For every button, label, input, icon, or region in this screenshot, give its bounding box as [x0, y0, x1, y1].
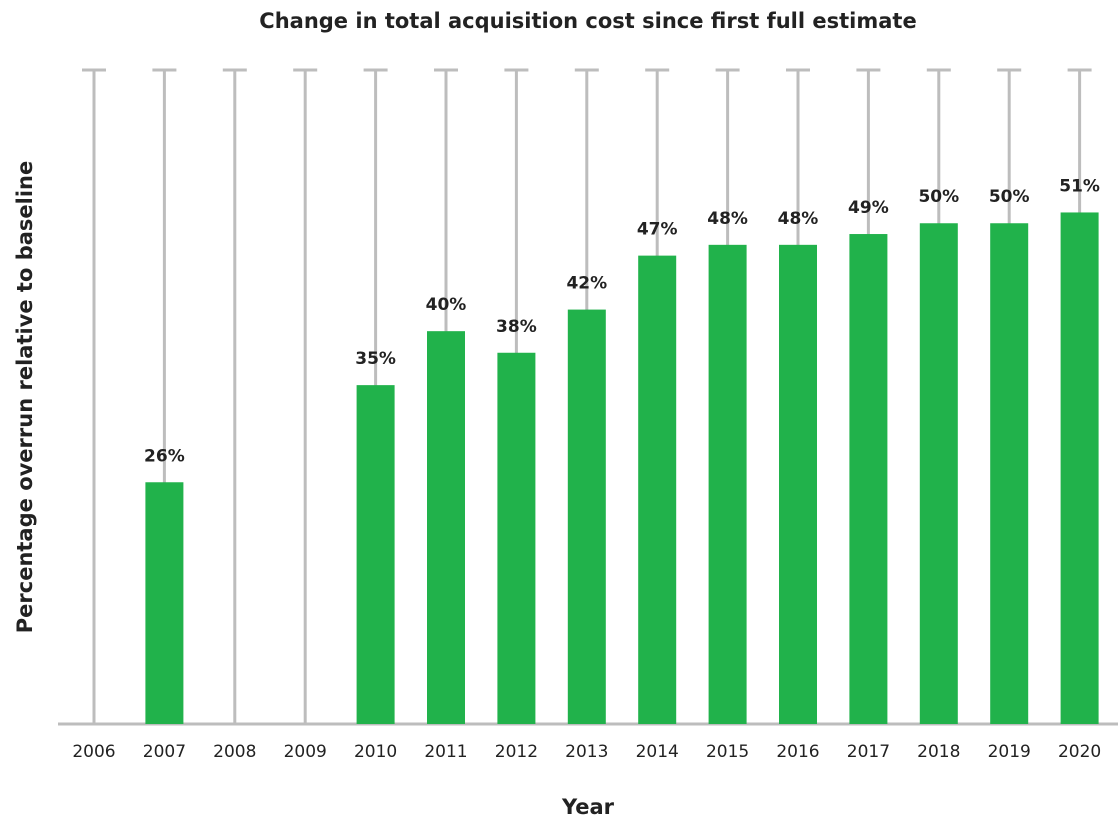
bar	[638, 255, 677, 724]
value-label: 50%	[918, 187, 959, 207]
x-tick-label: 2010	[354, 742, 397, 762]
bar	[919, 223, 958, 724]
x-tick-label: 2008	[213, 742, 256, 762]
value-label: 35%	[355, 349, 396, 369]
bar	[708, 244, 747, 725]
x-tick-label: 2018	[917, 742, 960, 762]
x-tick-label: 2012	[495, 742, 538, 762]
bar	[145, 482, 184, 724]
value-label: 49%	[848, 198, 889, 218]
value-label: 26%	[144, 446, 185, 466]
value-label: 40%	[426, 295, 467, 315]
x-tick-label: 2019	[988, 742, 1031, 762]
bar	[497, 352, 536, 724]
bar	[779, 244, 817, 725]
x-tick-label: 2016	[776, 742, 819, 762]
value-label: 47%	[637, 220, 678, 240]
value-label: 38%	[496, 317, 537, 337]
value-label: 42%	[566, 274, 607, 294]
value-label: 50%	[989, 187, 1030, 207]
x-tick-label: 2013	[565, 742, 608, 762]
x-tick-label: 2009	[284, 742, 327, 762]
x-tick-label: 2020	[1058, 742, 1101, 762]
bar	[356, 385, 395, 724]
x-tick-label: 2011	[424, 742, 467, 762]
x-tick-label: 2014	[636, 742, 679, 762]
bar	[849, 234, 888, 724]
x-axis-label: Year	[561, 795, 615, 819]
bar	[567, 309, 606, 724]
bar	[1060, 212, 1099, 724]
value-label: 51%	[1059, 176, 1100, 196]
x-tick-label: 2017	[847, 742, 890, 762]
x-tick-label: 2006	[72, 742, 115, 762]
y-axis-label: Percentage overrun relative to baseline	[13, 161, 37, 633]
bar	[990, 223, 1029, 724]
x-tick-label: 2015	[706, 742, 749, 762]
bar	[427, 331, 465, 724]
chart-title: Change in total acquisition cost since f…	[259, 9, 916, 33]
x-tick-label: 2007	[143, 742, 186, 762]
value-label: 48%	[707, 209, 748, 229]
value-label: 48%	[778, 209, 819, 229]
